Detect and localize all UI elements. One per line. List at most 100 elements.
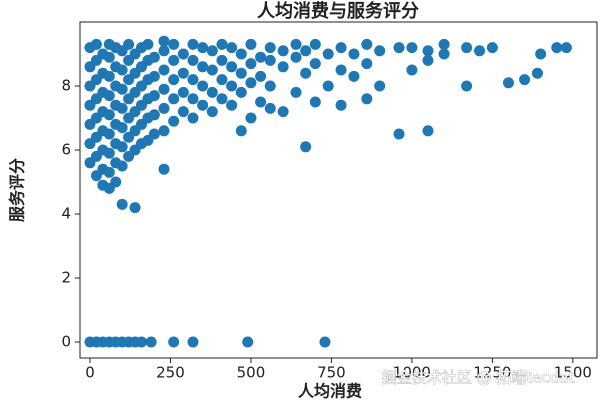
point bbox=[116, 102, 128, 114]
point bbox=[197, 80, 209, 92]
point bbox=[290, 51, 302, 63]
point bbox=[319, 336, 331, 348]
point bbox=[535, 48, 547, 60]
point bbox=[531, 67, 543, 79]
point bbox=[235, 67, 247, 79]
point bbox=[158, 45, 170, 57]
point bbox=[187, 93, 199, 105]
point bbox=[255, 70, 267, 82]
point bbox=[235, 48, 247, 60]
point bbox=[474, 45, 485, 57]
point bbox=[110, 176, 122, 188]
point bbox=[502, 77, 514, 89]
point bbox=[116, 83, 128, 95]
point bbox=[560, 42, 572, 54]
point bbox=[197, 61, 209, 73]
point bbox=[406, 42, 418, 54]
point bbox=[158, 125, 170, 137]
point bbox=[187, 112, 199, 124]
point bbox=[103, 51, 115, 63]
point bbox=[519, 74, 531, 86]
x-tick-label: 1500 bbox=[554, 364, 592, 382]
point bbox=[142, 38, 154, 50]
point bbox=[135, 336, 147, 348]
point bbox=[264, 102, 276, 114]
y-tick-label: 6 bbox=[61, 141, 71, 159]
point bbox=[168, 115, 180, 127]
point bbox=[158, 163, 170, 175]
point bbox=[277, 45, 289, 57]
point bbox=[422, 125, 434, 137]
x-axis-label: 人均消费 bbox=[298, 382, 362, 401]
point bbox=[103, 70, 115, 82]
point bbox=[216, 38, 228, 50]
point bbox=[158, 83, 170, 95]
x-tick-label: 0 bbox=[85, 364, 95, 382]
point bbox=[168, 74, 180, 86]
point bbox=[103, 109, 115, 121]
point bbox=[129, 202, 141, 214]
point bbox=[158, 35, 170, 47]
point bbox=[206, 106, 218, 118]
x-tick-label: 1000 bbox=[393, 364, 431, 382]
point bbox=[277, 61, 289, 73]
y-tick-label: 8 bbox=[61, 77, 71, 95]
point bbox=[422, 54, 434, 66]
point bbox=[226, 80, 238, 92]
point bbox=[461, 42, 473, 54]
y-tick-label: 4 bbox=[61, 205, 71, 223]
point bbox=[235, 86, 247, 98]
point bbox=[168, 38, 180, 50]
point bbox=[103, 147, 115, 159]
x-tick-label: 500 bbox=[237, 364, 266, 382]
point bbox=[322, 80, 334, 92]
point bbox=[145, 336, 157, 348]
plot-frame bbox=[79, 21, 598, 359]
point bbox=[309, 58, 321, 70]
point bbox=[187, 74, 199, 86]
point bbox=[116, 160, 128, 172]
point bbox=[245, 112, 257, 124]
point bbox=[116, 198, 128, 210]
point bbox=[158, 64, 170, 76]
point bbox=[255, 51, 267, 63]
point bbox=[123, 38, 135, 50]
point bbox=[245, 77, 257, 89]
point bbox=[148, 128, 160, 140]
point bbox=[461, 80, 473, 92]
point bbox=[206, 86, 218, 98]
point bbox=[393, 42, 405, 54]
point bbox=[264, 80, 276, 92]
point bbox=[290, 38, 302, 50]
point bbox=[177, 67, 189, 79]
point bbox=[322, 48, 334, 60]
point bbox=[374, 45, 386, 57]
point bbox=[226, 61, 238, 73]
point bbox=[177, 106, 189, 118]
point bbox=[438, 38, 450, 50]
point bbox=[168, 93, 180, 105]
y-tick-label: 0 bbox=[61, 333, 71, 351]
point bbox=[309, 38, 321, 50]
point bbox=[90, 38, 102, 50]
x-tick-label: 250 bbox=[156, 364, 185, 382]
point bbox=[245, 38, 257, 50]
point bbox=[335, 99, 347, 111]
point bbox=[148, 90, 160, 102]
point bbox=[206, 45, 218, 57]
point bbox=[486, 42, 498, 54]
point bbox=[348, 48, 360, 60]
watermark: 掘金技术社区 @ 拓端tecdat bbox=[382, 369, 575, 387]
point bbox=[226, 99, 238, 111]
point bbox=[158, 102, 170, 114]
point bbox=[300, 141, 312, 153]
point bbox=[235, 125, 247, 137]
y-axis-label: 服务评分 bbox=[8, 158, 27, 222]
point bbox=[361, 93, 373, 105]
point bbox=[187, 336, 199, 348]
point bbox=[406, 64, 418, 76]
point bbox=[264, 42, 276, 54]
point bbox=[168, 54, 180, 66]
point bbox=[187, 38, 199, 50]
point bbox=[300, 67, 312, 79]
